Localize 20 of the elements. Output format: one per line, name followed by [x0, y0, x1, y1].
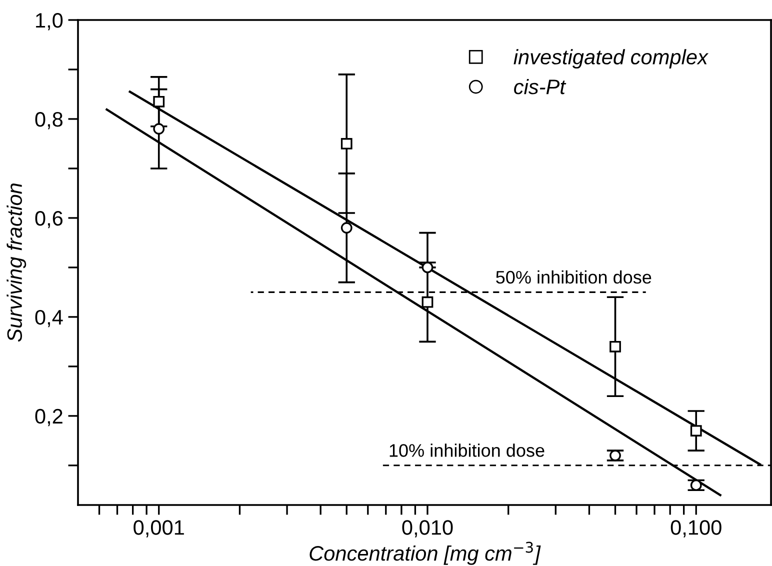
point	[153, 123, 165, 135]
point	[422, 262, 434, 274]
legend-label: cis-Pt	[514, 78, 566, 94]
x-tick-label: 0,010	[402, 520, 453, 538]
x-tick-label: 0,100	[670, 520, 722, 538]
annotation: 10% inhibition dose	[390, 444, 544, 457]
point	[690, 425, 702, 436]
x-tick-label: 0,001	[134, 520, 184, 538]
y-tick-label: 1,0	[36, 13, 63, 30]
point	[690, 480, 702, 491]
x-axis-title: Concentration [mg cm$^{−3}$]	[310, 542, 541, 565]
point	[422, 296, 434, 308]
point	[153, 96, 165, 108]
legend-label: investigated complex	[514, 49, 709, 69]
y-tick-label: 0,4	[35, 310, 63, 328]
annotation: 50% inhibition dose	[496, 270, 652, 284]
y-tick-label: 0,2	[35, 408, 62, 426]
y-tick-label: 0,8	[35, 112, 63, 130]
y-axis-title: Surviving fraction	[6, 184, 26, 342]
y-tick-label: 0,6	[35, 210, 63, 228]
